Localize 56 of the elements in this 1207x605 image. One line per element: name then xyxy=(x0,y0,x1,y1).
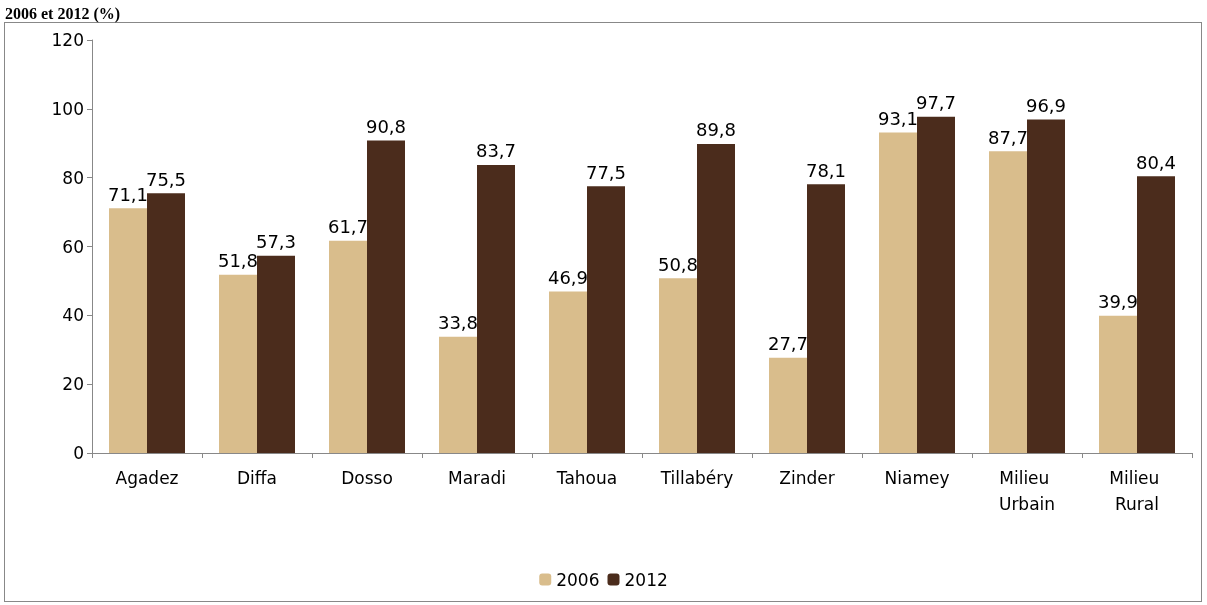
bar xyxy=(477,164,515,453)
data-label: 33,8 xyxy=(437,312,479,334)
data-label: 78,1 xyxy=(805,159,847,181)
bar xyxy=(439,336,477,453)
data-label: 39,9 xyxy=(1097,291,1139,313)
chart-title: 2006 et 2012 (%) xyxy=(5,4,121,23)
data-label: 50,8 xyxy=(657,253,699,275)
x-tick-label: Milieu Rural xyxy=(1109,468,1165,514)
bar xyxy=(587,186,625,453)
data-label: 89,8 xyxy=(695,119,737,141)
bar xyxy=(1099,315,1137,453)
bar xyxy=(989,151,1027,453)
x-tick-label: Agadez xyxy=(115,468,179,488)
data-label: 96,9 xyxy=(1025,95,1067,116)
x-tick-label: Niamey xyxy=(884,468,950,488)
bar xyxy=(109,208,147,453)
data-label: 46,9 xyxy=(547,267,589,289)
bar xyxy=(1137,176,1175,453)
x-tick-label: Milieu Urbain xyxy=(998,468,1056,514)
bar xyxy=(219,274,257,453)
bar xyxy=(549,291,587,453)
bar xyxy=(697,143,735,453)
legend-label: 2006 xyxy=(556,569,600,590)
x-tick-label: Diffa xyxy=(237,468,277,488)
y-tick-label: 80 xyxy=(62,167,84,188)
x-tick-label: Tahoua xyxy=(555,468,618,488)
data-label: 80,4 xyxy=(1135,151,1177,173)
data-label: 87,7 xyxy=(987,126,1029,148)
data-label: 51,8 xyxy=(217,250,259,272)
y-tick-label: 40 xyxy=(62,305,84,326)
bar xyxy=(147,193,185,453)
bar xyxy=(367,140,405,453)
x-tick-label: Zinder xyxy=(779,468,835,488)
x-tick-label: Tillabéry xyxy=(659,468,734,488)
legend-label: 2012 xyxy=(624,569,668,590)
x-tick-label: Dosso xyxy=(341,468,393,488)
data-label: 57,3 xyxy=(255,231,297,253)
data-label: 27,7 xyxy=(767,333,809,355)
x-tick-label: Maradi xyxy=(447,468,507,488)
bar xyxy=(807,184,845,453)
bar xyxy=(879,132,917,453)
y-tick-label: 120 xyxy=(51,30,84,50)
data-label: 83,7 xyxy=(475,140,517,162)
bar xyxy=(329,240,367,453)
data-label: 90,8 xyxy=(365,116,407,137)
bar xyxy=(769,357,807,453)
y-tick-label: 0 xyxy=(73,443,84,463)
bar xyxy=(659,278,697,453)
bar xyxy=(257,255,295,453)
bar xyxy=(1027,119,1065,453)
y-tick-label: 20 xyxy=(62,374,84,395)
bar xyxy=(917,116,955,453)
data-label: 77,5 xyxy=(585,161,627,183)
data-label: 61,7 xyxy=(327,216,369,238)
y-tick-label: 100 xyxy=(51,98,84,119)
y-tick-label: 60 xyxy=(62,236,84,257)
